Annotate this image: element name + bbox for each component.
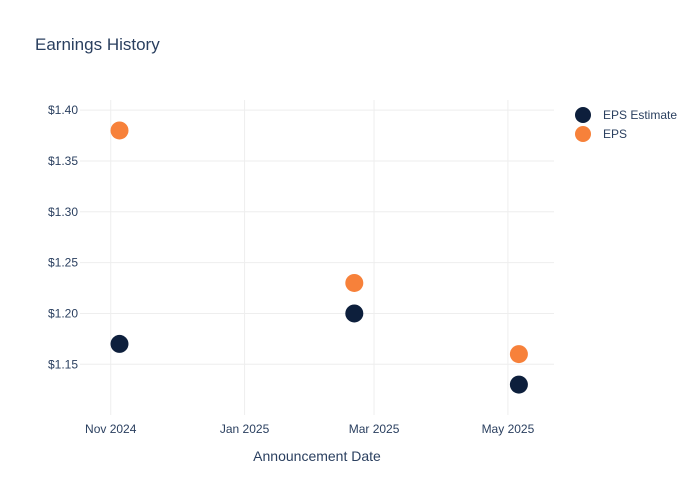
y-axis-ticks: $1.15 $1.20 $1.25 $1.30 $1.35 $1.40 bbox=[48, 103, 78, 371]
y-tick-label: $1.30 bbox=[48, 205, 78, 219]
x-axis-ticks: Nov 2024 Jan 2025 Mar 2025 May 2025 bbox=[85, 422, 535, 436]
eps-estimate-point[interactable] bbox=[345, 304, 364, 323]
legend-marker-eps[interactable] bbox=[575, 126, 591, 142]
legend[interactable]: EPS Estimate EPS bbox=[575, 107, 677, 142]
legend-label-eps-estimate[interactable]: EPS Estimate bbox=[603, 108, 677, 122]
data-points bbox=[110, 121, 528, 394]
eps-estimate-point[interactable] bbox=[110, 334, 129, 353]
chart-title: Earnings History bbox=[35, 35, 160, 54]
y-tick-label: $1.35 bbox=[48, 154, 78, 168]
x-tick-label: May 2025 bbox=[482, 422, 535, 436]
eps-point[interactable] bbox=[110, 121, 129, 140]
grid-lines bbox=[80, 100, 554, 415]
y-tick-label: $1.15 bbox=[48, 357, 78, 371]
x-tick-label: Mar 2025 bbox=[349, 422, 400, 436]
x-tick-label: Nov 2024 bbox=[85, 422, 137, 436]
eps-point[interactable] bbox=[509, 345, 528, 364]
legend-marker-eps-estimate[interactable] bbox=[575, 107, 591, 123]
y-tick-label: $1.25 bbox=[48, 256, 78, 270]
x-axis-title: Announcement Date bbox=[253, 448, 381, 464]
eps-point[interactable] bbox=[345, 273, 364, 292]
y-tick-label: $1.20 bbox=[48, 306, 78, 320]
eps-estimate-point[interactable] bbox=[509, 375, 528, 394]
x-tick-label: Jan 2025 bbox=[220, 422, 270, 436]
legend-label-eps[interactable]: EPS bbox=[603, 127, 627, 141]
y-tick-label: $1.40 bbox=[48, 103, 78, 117]
